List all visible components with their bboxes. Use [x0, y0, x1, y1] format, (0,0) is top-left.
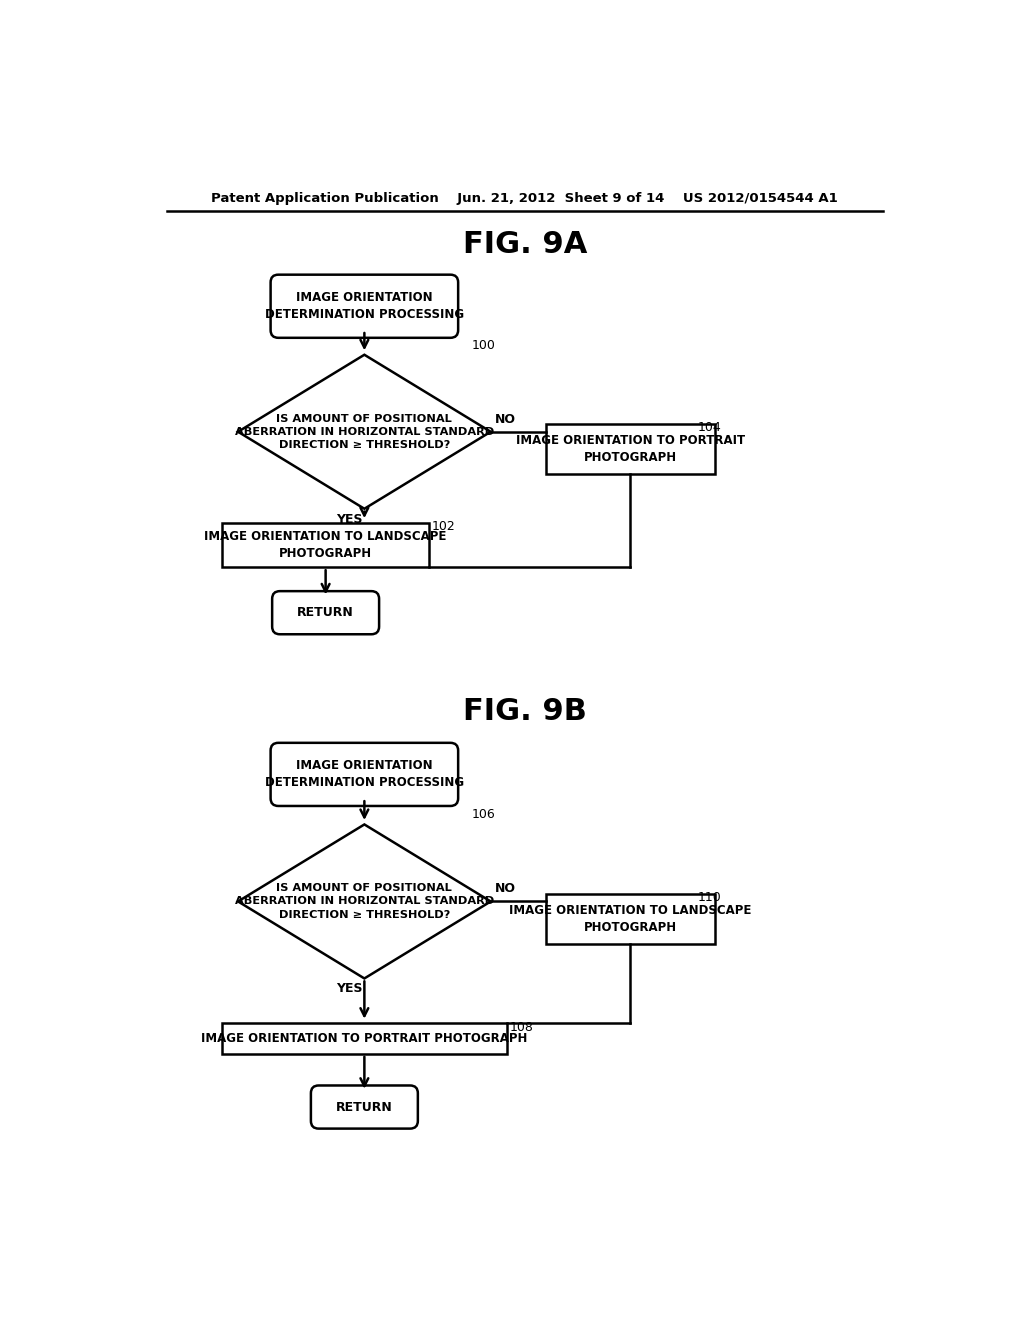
Text: YES: YES: [336, 982, 362, 995]
Bar: [546, 894, 715, 944]
Text: NO: NO: [495, 882, 515, 895]
Text: RETURN: RETURN: [336, 1101, 393, 1114]
Bar: [222, 1023, 507, 1053]
Text: RETURN: RETURN: [297, 606, 354, 619]
Text: Patent Application Publication    Jun. 21, 2012  Sheet 9 of 14    US 2012/015454: Patent Application Publication Jun. 21, …: [211, 191, 839, 205]
Text: IS AMOUNT OF POSITIONAL
ABERRATION IN HORIZONTAL STANDARD
DIRECTION ≥ THRESHOLD?: IS AMOUNT OF POSITIONAL ABERRATION IN HO…: [234, 413, 494, 450]
Text: 102: 102: [432, 520, 456, 533]
Text: 104: 104: [697, 421, 721, 434]
Text: IMAGE ORIENTATION TO PORTRAIT
PHOTOGRAPH: IMAGE ORIENTATION TO PORTRAIT PHOTOGRAPH: [516, 434, 744, 465]
Text: 106: 106: [471, 808, 495, 821]
Polygon shape: [238, 825, 490, 978]
Text: IMAGE ORIENTATION TO LANDSCAPE
PHOTOGRAPH: IMAGE ORIENTATION TO LANDSCAPE PHOTOGRAP…: [509, 904, 752, 935]
Text: IMAGE ORIENTATION
DETERMINATION PROCESSING: IMAGE ORIENTATION DETERMINATION PROCESSI…: [265, 759, 464, 789]
Text: IMAGE ORIENTATION TO LANDSCAPE
PHOTOGRAPH: IMAGE ORIENTATION TO LANDSCAPE PHOTOGRAP…: [205, 529, 446, 560]
Text: NO: NO: [495, 413, 515, 425]
FancyBboxPatch shape: [270, 275, 458, 338]
Text: 100: 100: [471, 339, 496, 351]
FancyBboxPatch shape: [311, 1085, 418, 1129]
Polygon shape: [238, 355, 490, 508]
Bar: [222, 523, 429, 568]
Text: 108: 108: [509, 1020, 534, 1034]
Text: 110: 110: [697, 891, 721, 904]
Text: IS AMOUNT OF POSITIONAL
ABERRATION IN HORIZONTAL STANDARD
DIRECTION ≥ THRESHOLD?: IS AMOUNT OF POSITIONAL ABERRATION IN HO…: [234, 883, 494, 920]
FancyBboxPatch shape: [270, 743, 458, 807]
Bar: [546, 425, 715, 474]
Text: YES: YES: [336, 512, 362, 525]
Text: IMAGE ORIENTATION TO PORTRAIT PHOTOGRAPH: IMAGE ORIENTATION TO PORTRAIT PHOTOGRAPH: [201, 1032, 527, 1045]
FancyBboxPatch shape: [272, 591, 379, 635]
Text: FIG. 9A: FIG. 9A: [463, 230, 587, 259]
Text: FIG. 9B: FIG. 9B: [463, 697, 587, 726]
Text: IMAGE ORIENTATION
DETERMINATION PROCESSING: IMAGE ORIENTATION DETERMINATION PROCESSI…: [265, 292, 464, 321]
